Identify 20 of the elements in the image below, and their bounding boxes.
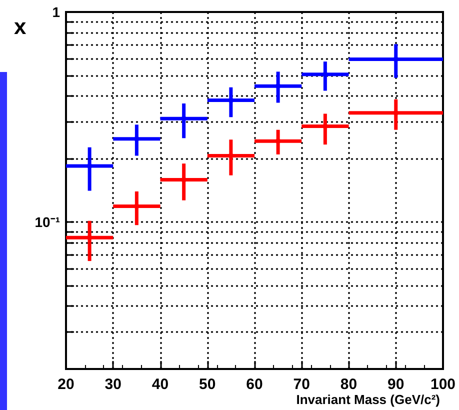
x-tick-label: 50 <box>199 376 216 393</box>
text: x <box>14 14 26 40</box>
point <box>276 139 280 144</box>
x-axis-title: Invariant Mass (GeV/c²) <box>296 392 440 407</box>
y-tick-label: 10⁻¹ <box>34 214 60 230</box>
x-tick-label: 70 <box>293 376 310 393</box>
x-tick-label: 20 <box>58 376 74 393</box>
x-tick-label: 80 <box>340 376 358 393</box>
point <box>323 72 328 76</box>
point <box>88 236 92 240</box>
x-tick-label: 30 <box>104 376 122 393</box>
point <box>134 136 139 141</box>
point <box>394 110 398 115</box>
point <box>276 84 280 88</box>
x-tick-label: 90 <box>388 376 404 393</box>
x-tick-label: 60 <box>246 376 263 393</box>
y-tick-label: 1 <box>52 4 60 20</box>
point <box>182 116 186 121</box>
x-tick-label: 40 <box>152 376 169 393</box>
x-tick-label: 100 <box>430 376 456 393</box>
